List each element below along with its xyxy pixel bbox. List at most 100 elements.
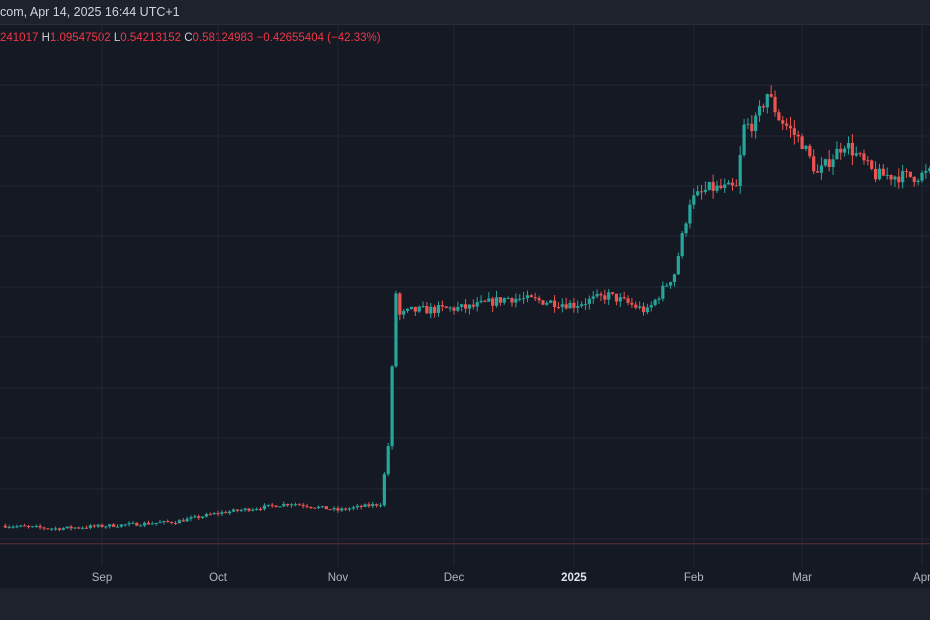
candle-body (185, 518, 189, 522)
ohlc-low: 0.54213152 (120, 32, 182, 44)
candle-body (746, 123, 750, 125)
candle-body (506, 298, 510, 300)
chart-grid (0, 24, 930, 566)
candle-body (707, 182, 711, 190)
candle-body (73, 527, 77, 529)
candle-body (580, 304, 584, 307)
candle-body (494, 297, 499, 306)
candle-body (23, 525, 27, 527)
candle-body (344, 508, 348, 510)
candle-body (607, 292, 611, 300)
candle-body (541, 300, 545, 305)
candle-body (255, 508, 259, 510)
candle-body (618, 297, 622, 302)
candle-body (243, 508, 247, 510)
candle-body (657, 298, 661, 300)
candle-body (131, 522, 135, 524)
candle-body (467, 304, 472, 309)
candle-body (765, 94, 769, 108)
candle-body (231, 509, 236, 512)
candle-body (390, 366, 394, 447)
ohlc-legend: 241017 H1.09547502 L0.54213152 C0.581249… (0, 32, 381, 44)
candle-body (742, 124, 746, 155)
candle-body (197, 516, 201, 518)
candle-body (452, 307, 456, 311)
candle-body (688, 204, 692, 224)
candle-body (757, 106, 762, 116)
candle-body (15, 526, 19, 528)
candle-body (127, 523, 131, 525)
candle-body (645, 307, 649, 313)
candle-body (738, 154, 742, 186)
candle-body (204, 514, 209, 517)
candle-body (340, 508, 344, 511)
candle-body (792, 128, 796, 135)
candle-body (843, 148, 847, 153)
candle-body (653, 299, 657, 306)
candle-body (251, 509, 255, 511)
candle-body (433, 306, 437, 313)
candle-body (84, 527, 89, 529)
candle-body (603, 295, 607, 300)
candle-body (320, 506, 325, 508)
candle-body (324, 506, 328, 510)
candle-body (429, 306, 433, 314)
x-tick-label: Nov (328, 572, 349, 584)
candle-body (479, 300, 483, 303)
candle-body (440, 305, 444, 307)
candle-body (61, 528, 65, 530)
candle-body (777, 112, 781, 121)
candle-body (7, 526, 11, 528)
candle-body (139, 525, 143, 527)
candle-body (916, 180, 920, 182)
candle-body (866, 160, 870, 162)
candle-body (614, 293, 619, 302)
candle-body (487, 298, 491, 302)
candle-body (30, 526, 34, 528)
candle-body (81, 527, 85, 529)
candle-body (19, 525, 23, 527)
candle-body (661, 285, 665, 299)
candle-body (831, 159, 835, 168)
candle-body (568, 302, 572, 309)
candle-body (38, 526, 42, 528)
candle-body (471, 304, 475, 307)
candle-body (897, 176, 901, 183)
candle-body (336, 508, 340, 511)
candle-body (912, 176, 916, 182)
candle-body (881, 168, 885, 176)
candle-body (305, 506, 309, 508)
candle-body (699, 191, 704, 193)
candle-body (112, 524, 116, 527)
candle-body (491, 298, 495, 306)
candle-body (804, 145, 808, 149)
candle-body (754, 115, 758, 132)
candle-body (448, 307, 452, 309)
candle-body (146, 522, 151, 525)
candle-body (815, 171, 820, 173)
candle-body (421, 305, 425, 307)
candle-body (870, 160, 874, 169)
candle-body (460, 304, 464, 307)
candle-body (649, 305, 653, 308)
candle-body (135, 522, 139, 526)
candle-body (908, 171, 912, 177)
price-chart[interactable] (0, 24, 930, 566)
candle-body (208, 514, 212, 516)
candle-body (371, 504, 375, 507)
ohlc-low-label: L (113, 32, 121, 44)
candle-body (142, 522, 147, 526)
candle-body (332, 508, 336, 510)
candle-body (444, 306, 448, 308)
candle-body (193, 516, 197, 518)
ohlc-high-label: H (41, 32, 50, 44)
candle-body (247, 508, 251, 511)
ohlc-close: 0.58124983 (192, 32, 254, 44)
candle-body (50, 528, 54, 530)
candle-body (560, 304, 564, 308)
candle-body (297, 504, 301, 506)
candle-body (150, 523, 154, 525)
candle-body (200, 516, 205, 518)
candle-body (599, 293, 603, 296)
x-tick-label: Dec (444, 572, 465, 584)
